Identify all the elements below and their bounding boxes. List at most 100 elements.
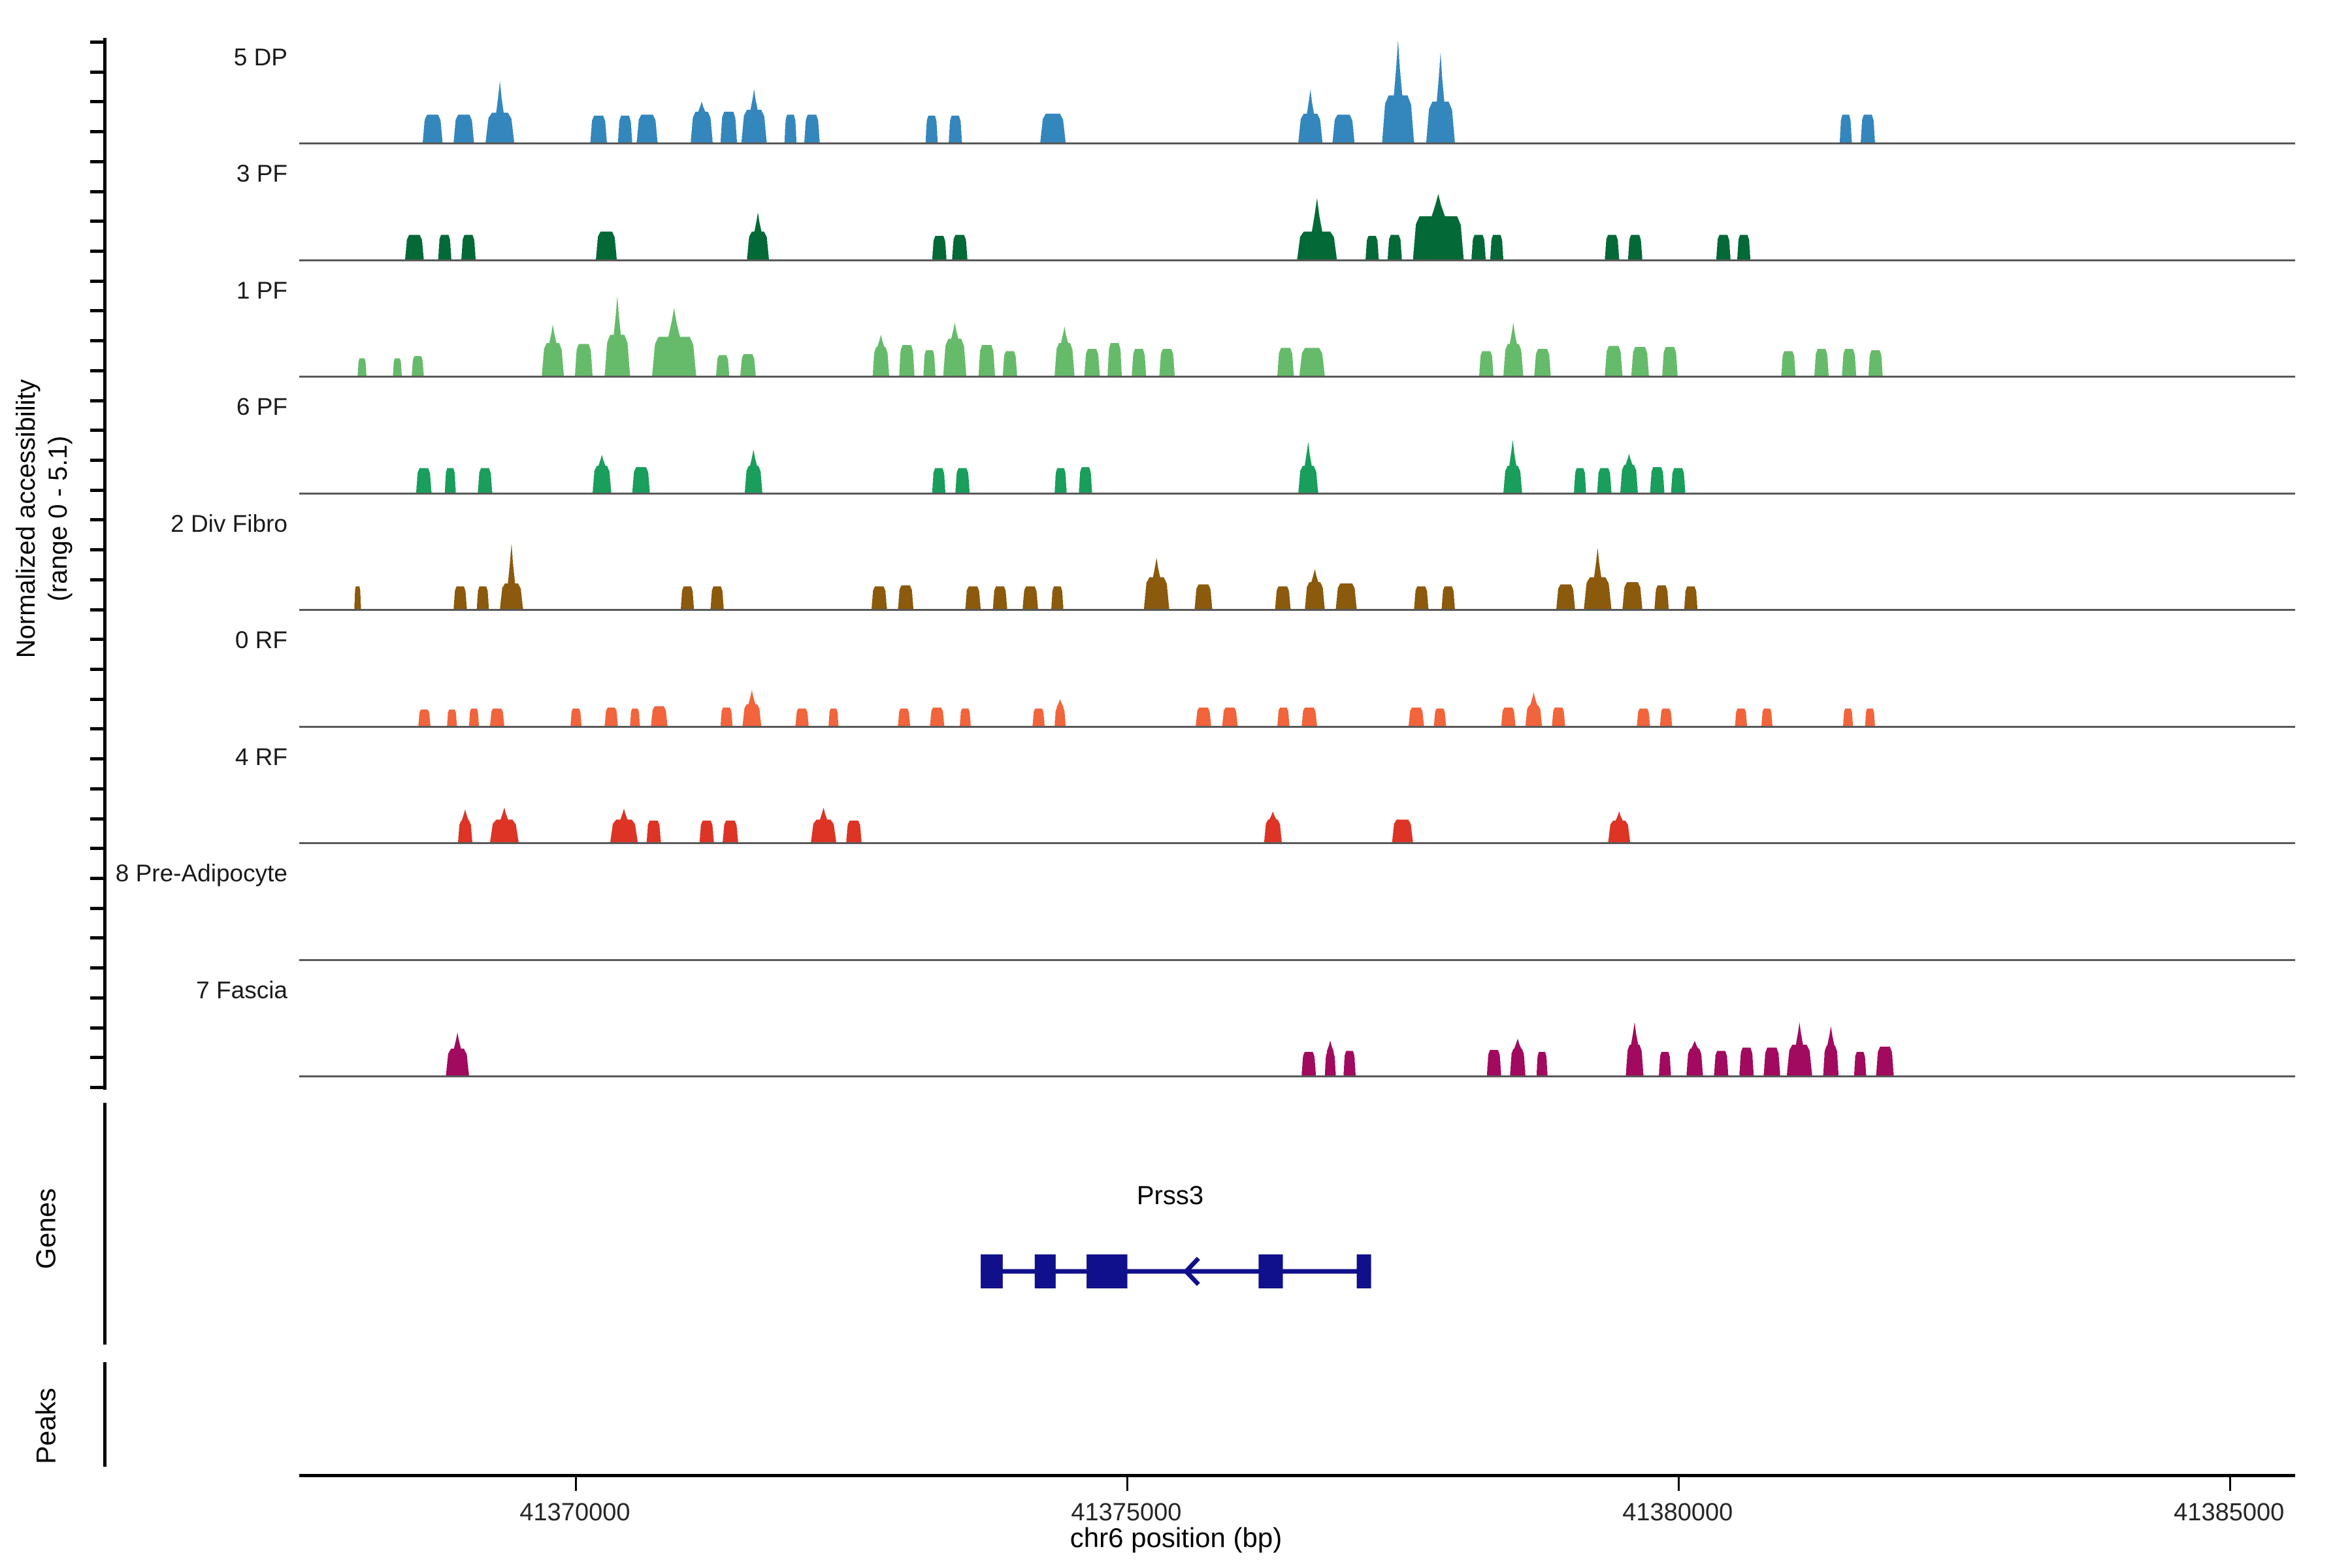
signal-peak: [978, 344, 995, 376]
signal-peak: [747, 212, 769, 259]
gene-model[interactable]: [299, 1103, 2295, 1345]
signal-peak: [1054, 326, 1075, 376]
axis-tick: [90, 250, 105, 253]
signal-peak: [1631, 347, 1649, 376]
track-label: 1 PF: [236, 276, 287, 304]
axis-tick: [90, 727, 105, 731]
signal-peak: [1040, 114, 1066, 142]
signal-peak: [590, 116, 607, 142]
signal-peak: [1686, 1040, 1703, 1075]
x-axis-tick: [1126, 1477, 1128, 1491]
signal-peak: [575, 344, 593, 376]
signal-peak: [1107, 342, 1122, 376]
axis-tick: [90, 339, 105, 343]
signal-peak: [1735, 708, 1748, 726]
signal-peak: [1471, 234, 1486, 259]
track-row: 8 Pre-Adipocyte: [0, 855, 2352, 972]
signal-peak: [1605, 234, 1620, 259]
signal-peak: [1324, 1040, 1336, 1075]
signal-peak: [1277, 348, 1294, 376]
track-signal: [299, 855, 2295, 959]
axis-tick: [90, 309, 105, 313]
signal-peak: [476, 586, 489, 609]
axis-tick: [90, 697, 105, 701]
track-label: 8 Pre-Adipocyte: [115, 860, 287, 887]
signal-peak: [1659, 1051, 1671, 1075]
axis-tick: [90, 70, 105, 74]
signal-peak: [1486, 1049, 1501, 1075]
signal-peak: [542, 324, 564, 376]
signal-peak: [1842, 349, 1857, 376]
signal-peak: [932, 467, 946, 493]
axis-tick: [90, 906, 105, 910]
axis-tick: [90, 847, 105, 851]
signal-peak: [490, 807, 519, 842]
track-baseline: [299, 725, 2295, 728]
signal-peak: [1335, 583, 1357, 609]
signal-peak: [930, 707, 945, 726]
track-signal: [416, 438, 1686, 493]
axis-tick: [90, 548, 105, 552]
signal-peak: [1382, 40, 1414, 142]
signal-peak: [804, 114, 820, 142]
signal-peak: [596, 231, 617, 259]
signal-peak: [1876, 1047, 1894, 1075]
signal-peak: [570, 708, 582, 726]
genes-axis-line: [103, 1103, 106, 1345]
signal-peak: [1714, 1051, 1729, 1075]
signal-peak: [354, 586, 361, 609]
signal-peak: [418, 709, 431, 726]
axis-tick: [90, 578, 105, 581]
signal-peak: [593, 454, 612, 493]
signal-peak: [357, 358, 367, 376]
x-axis-tick-label: 41370000: [519, 1499, 630, 1526]
signal-peak: [955, 467, 970, 493]
genes-section-label: Genes: [30, 1188, 61, 1269]
signal-peak: [1297, 197, 1337, 259]
signal-peak: [1194, 584, 1213, 609]
track-label: 0 RF: [235, 627, 287, 654]
x-axis-tick-label: 41380000: [1622, 1499, 1733, 1526]
signal-peak: [1662, 347, 1678, 376]
signal-peak: [1761, 708, 1772, 726]
axis-tick: [90, 936, 105, 940]
signal-peak: [943, 322, 967, 376]
signal-peak: [710, 586, 724, 609]
tracks-axis-line: [103, 38, 106, 1090]
track-canvas: [299, 621, 2295, 726]
signal-peak: [1054, 698, 1066, 726]
signal-peak: [898, 708, 911, 726]
signal-peak: [1854, 1051, 1867, 1075]
track-signal: [418, 689, 1875, 726]
gene-track: Prss3: [299, 1103, 2295, 1345]
signal-peak: [1132, 349, 1147, 376]
axis-tick: [90, 41, 105, 44]
signal-peak: [1196, 707, 1211, 726]
signal-peak: [447, 709, 457, 726]
signal-peak: [1143, 557, 1169, 609]
track-canvas: [299, 855, 2295, 959]
signal-peak: [1650, 466, 1665, 493]
signal-peak: [646, 821, 661, 842]
signal-peak: [1365, 235, 1379, 259]
track-label: 7 Fascia: [196, 976, 287, 1004]
signal-peak: [1264, 811, 1282, 842]
track-row: 7 Fascia: [0, 971, 2352, 1088]
track-baseline: [299, 609, 2295, 611]
signal-peak: [1781, 351, 1796, 376]
track-canvas: [299, 388, 2295, 493]
signal-peak: [1552, 707, 1565, 726]
axis-tick: [90, 638, 105, 642]
gene-exon: [1356, 1254, 1371, 1288]
signal-peak: [1843, 708, 1854, 726]
signal-peak: [1503, 438, 1522, 493]
signal-peak: [949, 116, 962, 142]
signal-peak: [453, 586, 467, 609]
signal-peak: [1433, 708, 1446, 726]
signal-peak: [1534, 349, 1551, 376]
signal-peak: [1525, 691, 1543, 726]
signal-peak: [1625, 1022, 1644, 1075]
signal-peak: [744, 449, 762, 493]
track-signal: [354, 543, 1698, 609]
